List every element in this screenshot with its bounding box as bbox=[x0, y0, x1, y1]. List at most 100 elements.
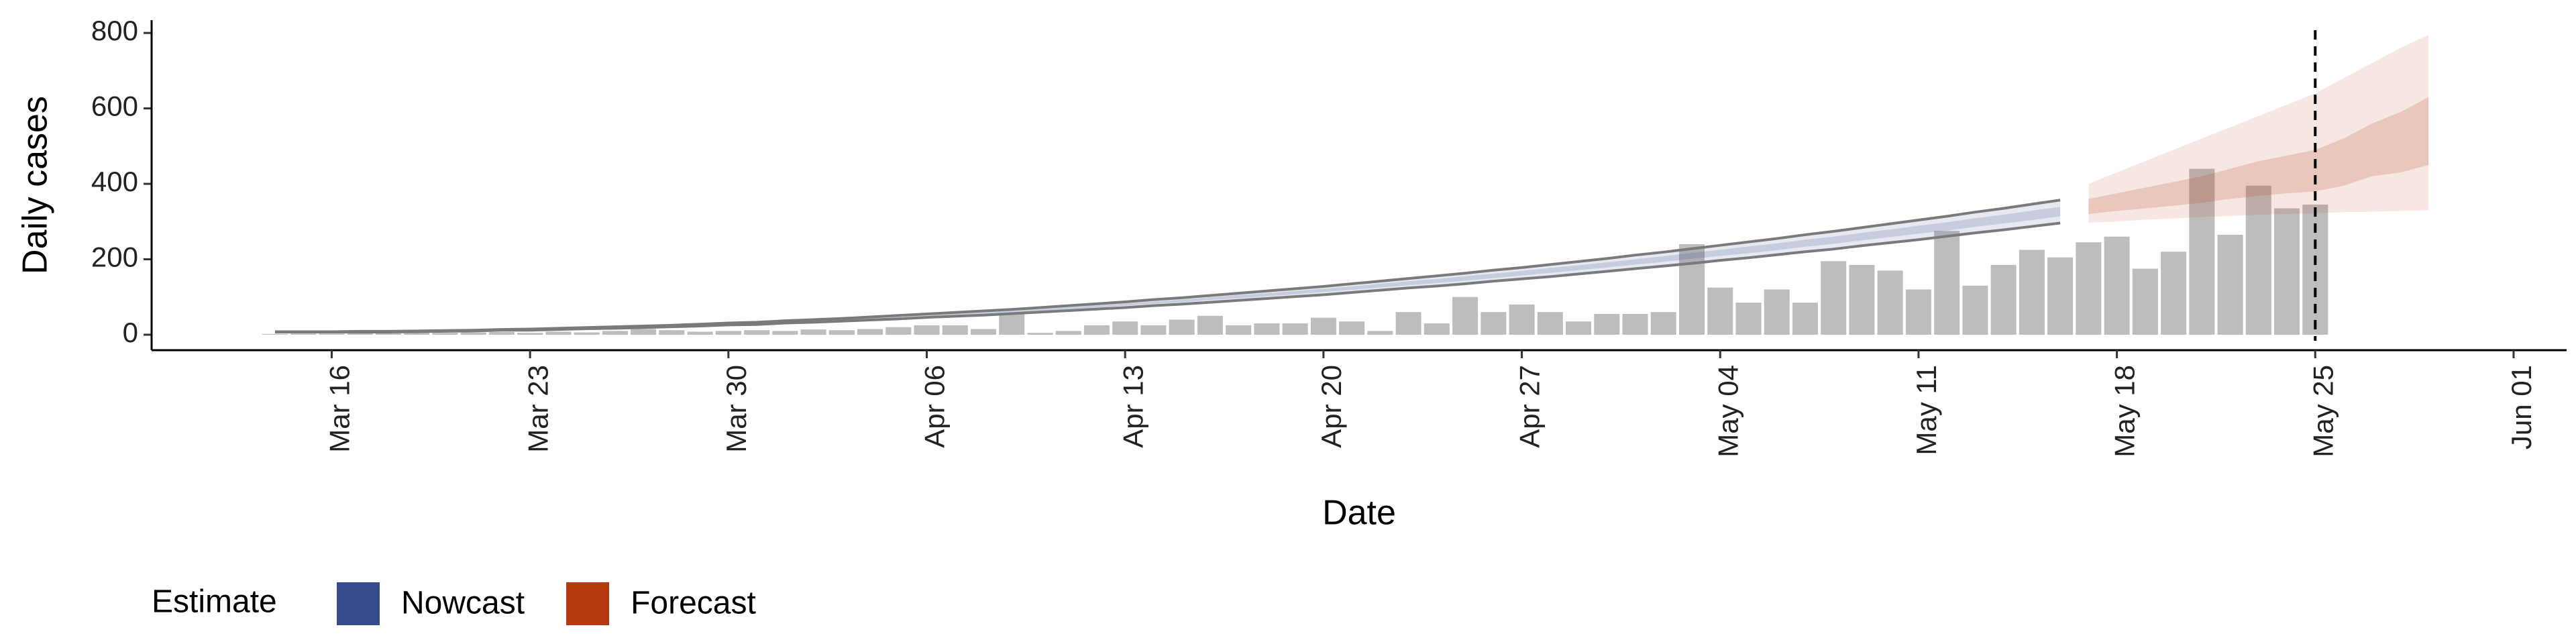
y-tick-label: 600 bbox=[91, 91, 138, 122]
bar bbox=[1140, 325, 1167, 335]
bar bbox=[1481, 312, 1507, 335]
bar bbox=[602, 331, 628, 335]
bar bbox=[290, 333, 317, 335]
bar bbox=[1367, 331, 1393, 335]
bar bbox=[2161, 252, 2187, 335]
bar bbox=[772, 331, 798, 335]
bar bbox=[2274, 208, 2300, 335]
bar bbox=[857, 329, 883, 335]
bar bbox=[432, 333, 458, 335]
x-tick-label: May 11 bbox=[1911, 365, 1942, 455]
y-tick-label: 400 bbox=[91, 166, 138, 197]
bar bbox=[659, 330, 685, 335]
x-tick-label: May 04 bbox=[1712, 365, 1743, 458]
x-tick-label: Apr 06 bbox=[919, 365, 951, 448]
bar bbox=[545, 331, 572, 335]
bar bbox=[1083, 325, 1110, 335]
bar bbox=[347, 333, 373, 335]
bar bbox=[262, 333, 288, 335]
bar bbox=[885, 327, 912, 335]
x-tick-label: Mar 23 bbox=[522, 365, 553, 453]
bar bbox=[970, 329, 997, 335]
bar bbox=[1990, 264, 2017, 335]
x-tick-label: Mar 30 bbox=[720, 365, 752, 453]
bar bbox=[800, 329, 826, 335]
band-50 bbox=[2088, 97, 2429, 215]
bar bbox=[1424, 323, 1450, 335]
y-tick-label: 800 bbox=[91, 15, 138, 46]
bar bbox=[574, 332, 600, 335]
bar bbox=[1339, 321, 1365, 335]
bar bbox=[375, 333, 401, 335]
x-tick-label: May 25 bbox=[2307, 365, 2339, 458]
x-tick-label: Jun 01 bbox=[2506, 365, 2537, 449]
bar bbox=[1566, 321, 1592, 335]
x-tick-label: Apr 13 bbox=[1117, 365, 1148, 448]
bar bbox=[1905, 289, 1931, 335]
bar bbox=[2189, 168, 2215, 335]
bar bbox=[1112, 321, 1138, 335]
bar bbox=[404, 332, 430, 335]
bar bbox=[1509, 304, 1535, 335]
legend-title: Estimate bbox=[152, 584, 277, 620]
bar bbox=[1678, 244, 1705, 335]
band-90 bbox=[2088, 34, 2429, 223]
bar bbox=[1962, 285, 1988, 335]
bar bbox=[1226, 325, 1252, 335]
bar bbox=[1764, 289, 1790, 335]
x-tick-label: Apr 27 bbox=[1514, 365, 1546, 448]
bar bbox=[1650, 312, 1676, 335]
bar bbox=[2245, 185, 2271, 335]
x-axis-title: Date bbox=[1322, 494, 1396, 533]
bar bbox=[1197, 315, 1223, 335]
bar bbox=[1877, 270, 1903, 335]
bar bbox=[1055, 331, 1081, 335]
bar bbox=[1821, 261, 1847, 335]
bar bbox=[2217, 234, 2243, 335]
y-axis-title: Daily cases bbox=[16, 96, 55, 274]
bar bbox=[914, 325, 940, 335]
bar bbox=[2104, 236, 2130, 335]
bar bbox=[488, 332, 515, 335]
x-tick-label: May 18 bbox=[2109, 365, 2141, 458]
x-tick-label: Apr 20 bbox=[1316, 365, 1347, 448]
bar bbox=[1934, 231, 1960, 335]
legend-label: Forecast bbox=[631, 586, 756, 621]
bar bbox=[1027, 333, 1053, 335]
y-tick-label: 0 bbox=[123, 317, 138, 348]
legend-label: Nowcast bbox=[401, 586, 525, 621]
bar bbox=[1310, 317, 1336, 335]
bar bbox=[1395, 312, 1421, 335]
bar bbox=[517, 333, 543, 335]
legend-swatch bbox=[337, 582, 380, 625]
bar bbox=[2047, 257, 2074, 335]
bar bbox=[1707, 287, 1733, 335]
bar bbox=[1282, 323, 1308, 335]
bar bbox=[828, 330, 855, 335]
bar bbox=[2076, 242, 2102, 335]
y-tick-label: 200 bbox=[91, 241, 138, 273]
bar bbox=[1254, 323, 1280, 335]
bar bbox=[1452, 297, 1479, 335]
x-tick-label: Mar 16 bbox=[324, 365, 356, 453]
bar bbox=[631, 329, 657, 335]
bar bbox=[1622, 314, 1648, 335]
bar bbox=[1792, 303, 1818, 335]
bar bbox=[460, 332, 486, 335]
bar bbox=[744, 330, 770, 335]
bar bbox=[715, 331, 741, 335]
nowcast-lower-line bbox=[275, 221, 2061, 334]
bar bbox=[1537, 312, 1563, 335]
legend-swatch bbox=[566, 582, 610, 625]
bar bbox=[687, 331, 713, 335]
bar bbox=[319, 333, 345, 335]
bar bbox=[2132, 268, 2158, 335]
bar bbox=[1169, 319, 1195, 335]
bar bbox=[1735, 303, 1762, 335]
bar bbox=[942, 325, 968, 335]
bar bbox=[2019, 250, 2045, 335]
bar bbox=[1594, 314, 1620, 335]
bar bbox=[999, 314, 1025, 335]
